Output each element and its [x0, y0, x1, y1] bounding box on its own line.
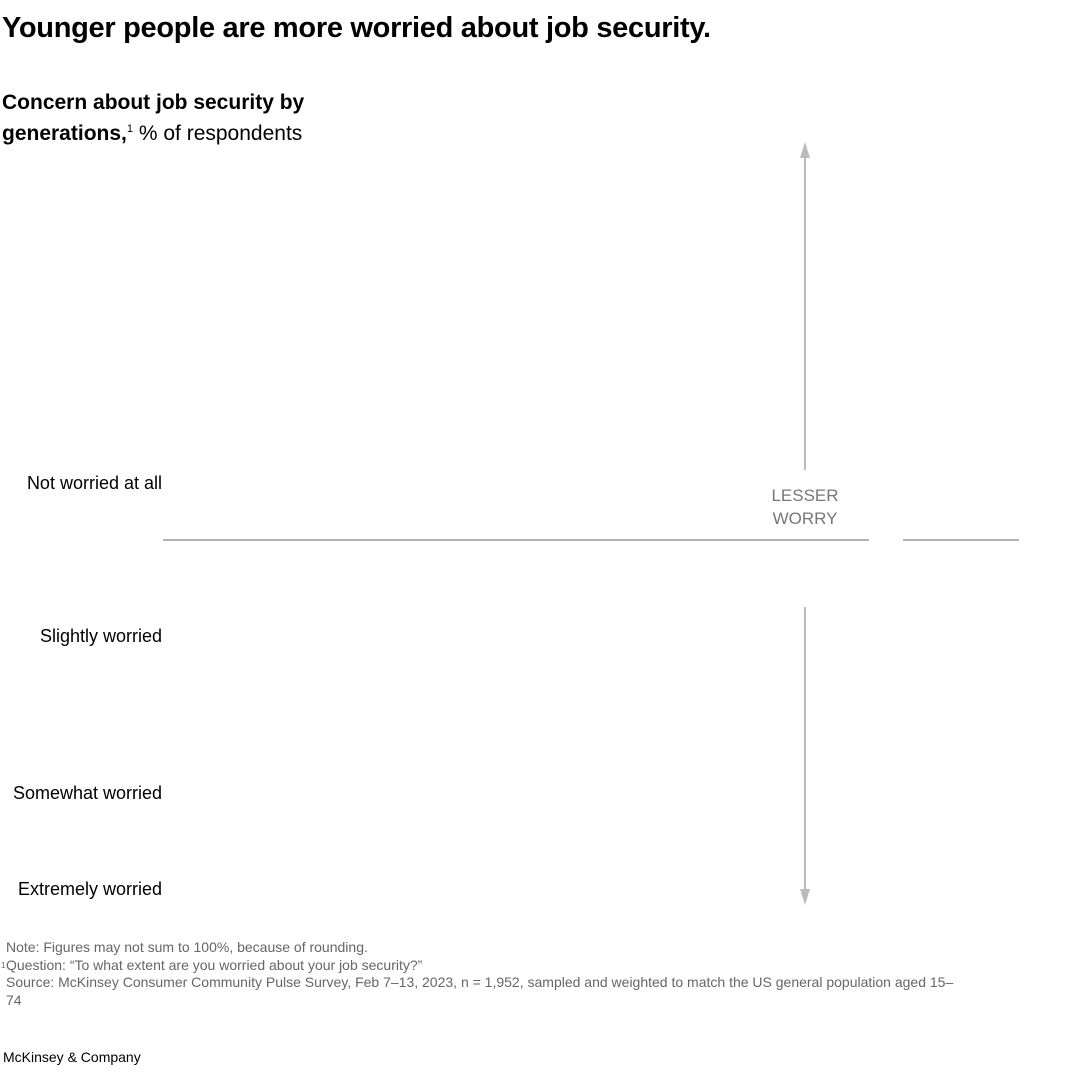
row-label: Somewhat worried: [12, 783, 162, 803]
source: Source: McKinsey Consumer Community Puls…: [6, 974, 954, 1008]
annotation: WORRY: [772, 509, 838, 528]
note: Note: Figures may not sum to 100%, becau…: [6, 939, 368, 955]
row-label: Not worried at all: [26, 473, 162, 493]
row-label: Slightly worried: [39, 626, 162, 646]
arrowhead: [800, 889, 810, 905]
arrowhead: [800, 142, 810, 158]
footnote-marker: 1: [1, 960, 6, 970]
subtitle-bold: Concern about job security by generation…: [2, 91, 305, 145]
footer: McKinsey & Company: [3, 1049, 141, 1065]
subtitle-unit: % of respondents: [138, 122, 303, 145]
title: Younger people are more worried about jo…: [2, 12, 711, 44]
row-label: Extremely worried: [17, 879, 162, 899]
question: Question: “To what extent are you worrie…: [6, 956, 423, 973]
notes: Note: Figures may not sum to 100%, becau…: [1, 939, 966, 1009]
footnote-marker: 1: [126, 123, 133, 135]
subtitle: Concern about job security by generation…: [2, 89, 342, 147]
question-line: 1 Question: “To what extent are you worri…: [1, 956, 966, 975]
annotation: LESSER: [771, 486, 839, 505]
